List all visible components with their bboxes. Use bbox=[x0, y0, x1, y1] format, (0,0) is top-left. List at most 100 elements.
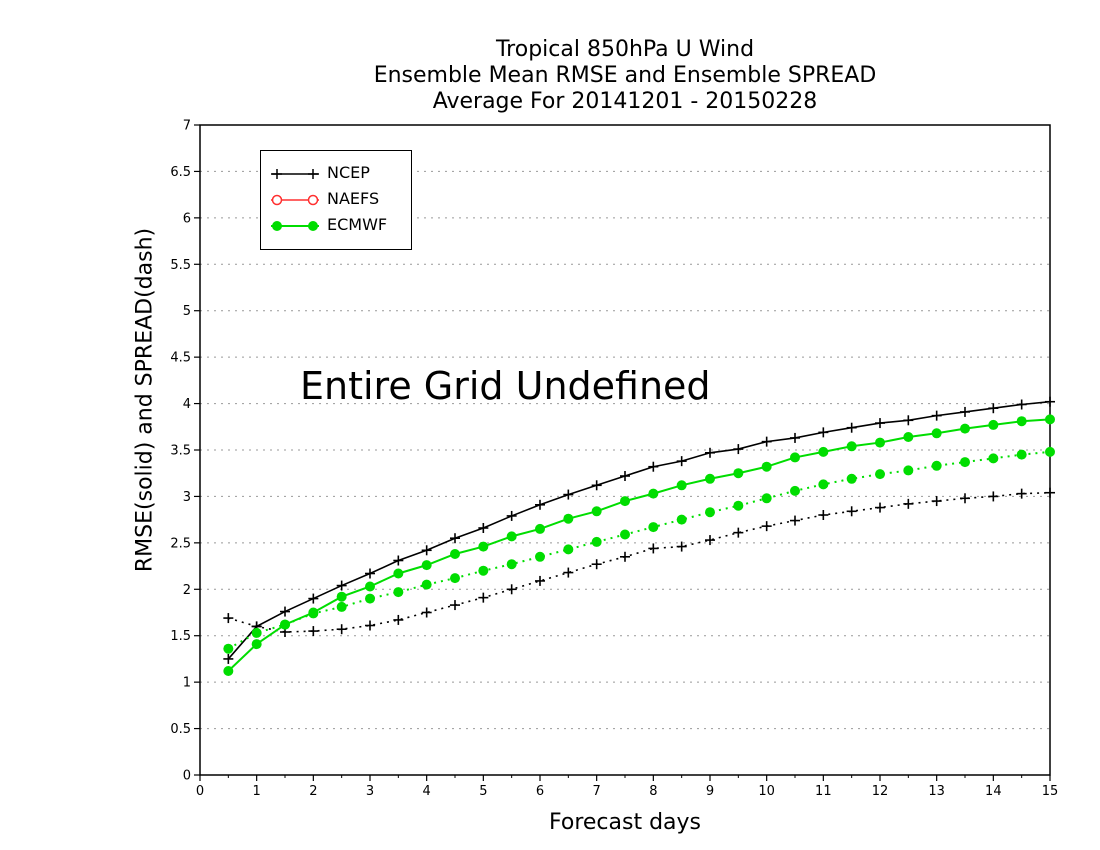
ncep-point bbox=[676, 456, 687, 467]
legend-label-naefs: NAEFS bbox=[327, 189, 380, 208]
x-tick-label: 5 bbox=[479, 784, 487, 799]
y-tick-label: 2 bbox=[183, 583, 191, 598]
ecmwf-point bbox=[1016, 416, 1027, 427]
ncep-spread-point bbox=[846, 506, 857, 517]
ecmwf-spread-point bbox=[790, 485, 800, 496]
filled-circle-marker-icon bbox=[271, 221, 319, 231]
ecmwf-point bbox=[478, 541, 489, 552]
ecmwf-spread-point bbox=[620, 529, 630, 540]
ecmwf-point bbox=[790, 452, 800, 463]
x-tick-label: 7 bbox=[593, 784, 601, 799]
axis-ticks: 00.511.522.533.544.555.566.570 1 2 3 4 5 6 7 8 9 1… bbox=[170, 119, 1058, 800]
ncep-spread-line bbox=[228, 491, 1051, 633]
ncep-spread-point bbox=[705, 535, 715, 546]
ncep-spread-point bbox=[591, 559, 602, 570]
ecmwf-point bbox=[875, 437, 885, 448]
ncep-point bbox=[903, 415, 914, 426]
ncep-point bbox=[563, 489, 574, 500]
x-tick-label: 9 bbox=[706, 784, 714, 799]
ecmwf-spread-line bbox=[227, 450, 1051, 650]
x-tick-label: 4 bbox=[423, 784, 431, 799]
ncep-point bbox=[365, 568, 375, 579]
ecmwf-point bbox=[535, 523, 545, 534]
ncep-point bbox=[280, 606, 290, 617]
y-tick-label: 7 bbox=[183, 119, 191, 134]
ecmwf-point bbox=[931, 428, 942, 439]
y-tick-label: 5.5 bbox=[170, 258, 191, 273]
ecmwf-point bbox=[251, 639, 262, 650]
ncep-point bbox=[733, 444, 744, 455]
ncep-spread-point bbox=[733, 527, 744, 538]
ncep-point bbox=[960, 406, 970, 417]
ecmwf-point bbox=[563, 513, 574, 524]
ncep-spread-point bbox=[648, 543, 659, 554]
ecmwf-spread-point bbox=[563, 544, 574, 555]
ecmwf-point bbox=[1045, 414, 1055, 425]
ecmwf-point bbox=[450, 549, 460, 559]
ecmwf-spread-point bbox=[931, 460, 942, 471]
ncep-point bbox=[620, 471, 630, 481]
ncep-point bbox=[308, 593, 319, 604]
grid-undefined-annotation: Entire Grid Undefined bbox=[300, 364, 711, 408]
ncep-spread-point bbox=[535, 575, 545, 586]
plus-marker-icon bbox=[271, 169, 319, 179]
ncep-spread-point bbox=[620, 551, 630, 562]
ecmwf-line bbox=[227, 418, 1051, 672]
ncep-spread-point bbox=[421, 607, 432, 618]
x-tick-label: 2 bbox=[309, 784, 317, 799]
ecmwf-point bbox=[620, 496, 630, 507]
ncep-spread-point bbox=[903, 498, 914, 509]
ecmwf-spread-point bbox=[648, 522, 659, 533]
x-tick-label: 1 bbox=[253, 784, 261, 799]
ecmwf-spread-point bbox=[393, 587, 404, 598]
ecmwf-spread-point bbox=[988, 453, 999, 464]
ncep-point bbox=[846, 422, 857, 433]
y-tick-label: 3 bbox=[183, 490, 191, 505]
y-tick-label: 3.5 bbox=[170, 444, 191, 459]
ncep-point bbox=[478, 523, 489, 533]
ncep-point bbox=[705, 447, 715, 458]
ecmwf-point bbox=[818, 446, 829, 457]
y-tick-label: 4.5 bbox=[170, 351, 191, 366]
ncep-spread-point bbox=[308, 626, 319, 637]
ncep-point bbox=[818, 427, 829, 438]
ncep-spread-point bbox=[450, 600, 460, 611]
x-tick-label: 15 bbox=[1042, 784, 1059, 799]
legend-item-naefs: NAEFS bbox=[261, 187, 411, 213]
ecmwf-spread-point bbox=[450, 573, 460, 584]
x-tick-label: 3 bbox=[366, 784, 374, 799]
ecmwf-point bbox=[506, 531, 517, 542]
x-tick-label: 13 bbox=[928, 784, 945, 799]
ncep-point bbox=[790, 432, 800, 443]
ncep-point bbox=[761, 436, 772, 447]
ecmwf-spread-point bbox=[903, 465, 914, 476]
ncep-spread-point bbox=[563, 567, 574, 578]
ncep-point bbox=[223, 653, 234, 664]
x-axis-label: Forecast days bbox=[548, 810, 701, 835]
ecmwf-spread-point bbox=[365, 593, 375, 604]
y-tick-label: 4 bbox=[183, 397, 191, 412]
ecmwf-spread-point bbox=[818, 479, 829, 490]
ncep-point bbox=[421, 545, 432, 556]
y-axis-label: RMSE(solid) and SPREAD(dash) bbox=[132, 227, 158, 573]
y-tick-label: 1 bbox=[183, 676, 191, 691]
ecmwf-point bbox=[393, 568, 404, 579]
x-tick-label: 8 bbox=[649, 784, 657, 799]
ecmwf-point bbox=[733, 468, 744, 479]
ecmwf-spread-point bbox=[251, 627, 262, 638]
legend-label-ncep: NCEP bbox=[327, 163, 370, 182]
x-tick-label: 0 bbox=[196, 784, 204, 799]
ecmwf-spread-point bbox=[846, 473, 857, 484]
legend-label-ecmwf: ECMWF bbox=[327, 215, 388, 234]
ncep-point bbox=[648, 461, 659, 472]
ecmwf-point bbox=[761, 461, 772, 472]
chart-title-line-1: Tropical 850hPa U Wind bbox=[495, 37, 755, 62]
ncep-point bbox=[591, 480, 602, 491]
x-tick-label: 6 bbox=[536, 784, 544, 799]
ncep-point bbox=[1045, 396, 1055, 407]
ecmwf-point bbox=[591, 506, 602, 517]
y-tick-label: 1.5 bbox=[170, 629, 191, 644]
ncep-spread-point bbox=[676, 541, 687, 552]
ncep-spread-point bbox=[761, 521, 772, 532]
ncep-point bbox=[988, 403, 999, 414]
